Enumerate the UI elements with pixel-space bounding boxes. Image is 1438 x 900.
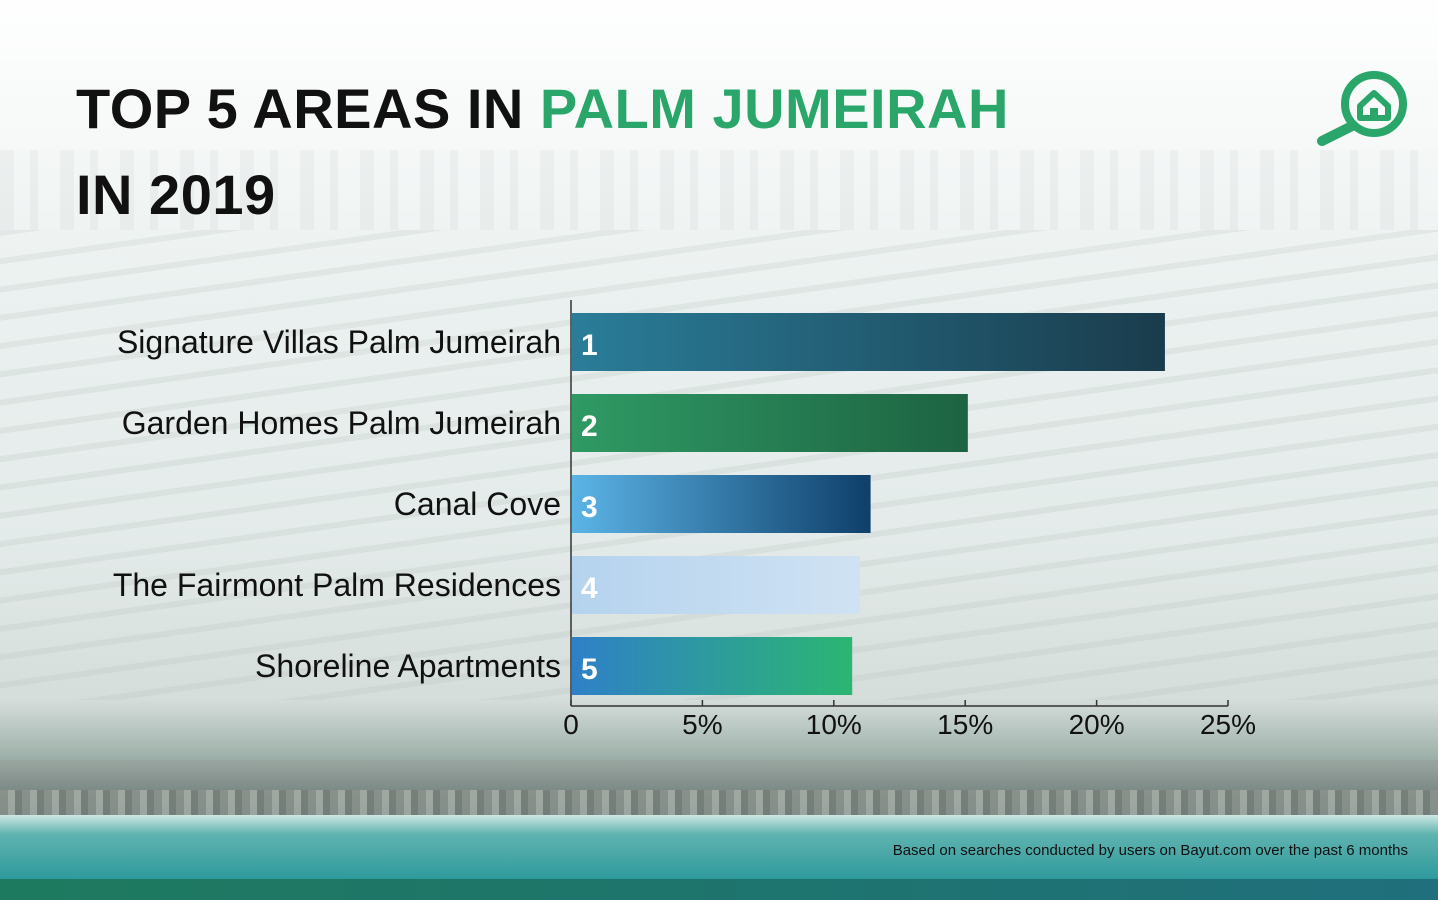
bar-2 xyxy=(572,394,968,452)
category-label: Garden Homes Palm Jumeirah xyxy=(122,405,561,441)
footnote: Based on searches conducted by users on … xyxy=(892,842,1408,859)
search-home-icon xyxy=(1317,71,1407,146)
x-tick-label: 15% xyxy=(937,709,993,740)
bar-rank-label: 1 xyxy=(581,329,598,362)
title-line-2: IN 2019 xyxy=(76,163,276,226)
background-palm-fronds xyxy=(0,230,1438,700)
bar-rank-label: 5 xyxy=(581,653,598,686)
category-label: The Fairmont Palm Residences xyxy=(113,567,561,603)
x-tick-label: 5% xyxy=(682,709,722,740)
title-line-1: TOP 5 AREAS IN PALM JUMEIRAH xyxy=(76,66,1009,152)
bar-4 xyxy=(572,556,861,614)
title-accent: PALM JUMEIRAH xyxy=(539,77,1009,140)
bar-rank-label: 4 xyxy=(581,572,598,605)
background-sea xyxy=(0,815,1438,879)
bottom-brand-bar xyxy=(0,879,1438,900)
x-tick-label: 10% xyxy=(806,709,862,740)
bar-5 xyxy=(572,637,853,695)
title-prefix: TOP 5 AREAS IN xyxy=(76,77,540,140)
category-label: Canal Cove xyxy=(394,486,561,522)
background-road xyxy=(0,760,1438,790)
page-title: TOP 5 AREAS IN PALM JUMEIRAH IN 2019 xyxy=(76,66,1009,238)
category-label: Signature Villas Palm Jumeirah xyxy=(117,324,561,360)
bar-1 xyxy=(572,313,1165,371)
background-skyline xyxy=(0,150,1438,230)
category-label: Shoreline Apartments xyxy=(255,648,561,684)
bar-rank-label: 2 xyxy=(581,410,598,443)
bar-rank-label: 3 xyxy=(581,491,598,524)
bar-3 xyxy=(572,475,871,533)
x-tick-label: 25% xyxy=(1200,709,1256,740)
x-tick-label: 20% xyxy=(1069,709,1125,740)
x-tick-label: 0 xyxy=(563,709,579,740)
